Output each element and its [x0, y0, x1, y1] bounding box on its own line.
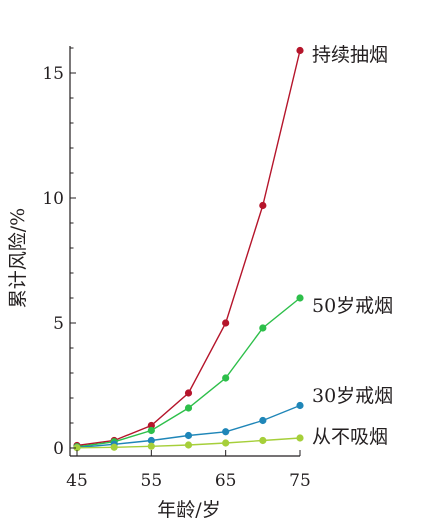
y-tick-label: 0	[53, 439, 64, 459]
x-axis-title: 年龄/岁	[157, 499, 220, 521]
axes: 0 5 10 15 45 55 65 75	[42, 46, 311, 491]
data-point	[184, 404, 193, 412]
series-line	[76, 50, 301, 447]
data-point	[296, 401, 304, 410]
data-point	[147, 426, 155, 435]
series-label: 30岁戒烟	[312, 385, 393, 407]
data-point	[147, 421, 155, 430]
data-point	[184, 389, 193, 397]
series-label: 持续抽烟	[312, 44, 388, 66]
x-tick-label: 75	[289, 471, 311, 491]
y-tick-label: 10	[42, 189, 64, 209]
data-point	[222, 319, 230, 327]
data-point	[296, 294, 304, 302]
x-tick-label: 55	[141, 471, 163, 491]
data-point	[184, 441, 193, 449]
data-point	[259, 201, 267, 210]
y-tick-label: 5	[53, 314, 64, 334]
data-point	[222, 374, 230, 382]
data-point	[222, 439, 230, 447]
data-point	[259, 436, 267, 445]
series-line	[76, 297, 301, 448]
data-point	[147, 442, 155, 450]
y-axis-title: 累计风险/%	[7, 208, 29, 308]
data-point	[110, 443, 118, 451]
x-tick-label: 45	[66, 471, 88, 491]
series-label: 50岁戒烟	[312, 295, 393, 317]
data-point	[222, 428, 230, 436]
y-tick-label: 15	[42, 64, 64, 84]
data-point	[73, 444, 81, 452]
data-point	[259, 324, 267, 332]
x-tick-label: 65	[215, 471, 237, 491]
series-label: 从不吸烟	[312, 426, 388, 448]
data-point	[296, 46, 304, 55]
data-point	[184, 431, 193, 440]
data-point	[296, 434, 304, 442]
data-point	[147, 436, 155, 445]
data-point	[259, 416, 267, 425]
